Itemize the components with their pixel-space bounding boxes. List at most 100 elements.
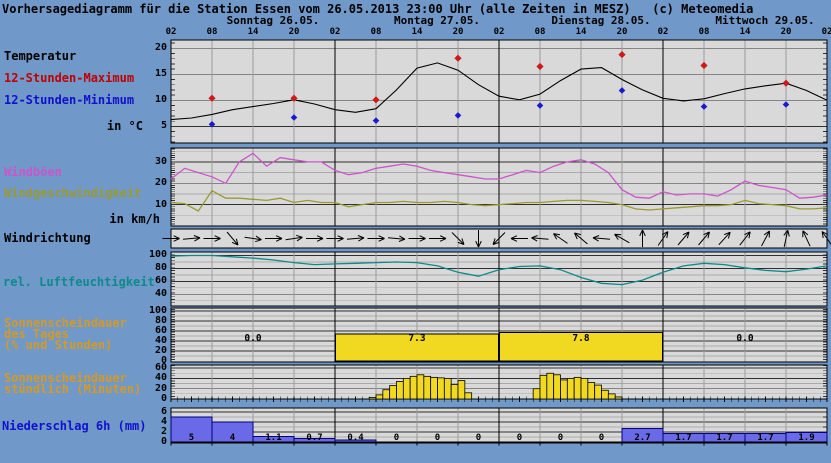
min-temp-point (454, 112, 462, 119)
wind-series (170, 152, 828, 212)
precip-value: 0 (476, 433, 481, 443)
precip-value: 2.7 (634, 433, 650, 443)
wind-arrow (718, 231, 731, 246)
label-12h-minimum: 12-Stunden-Minimum (4, 93, 135, 107)
wind-arrow (265, 235, 283, 242)
wind-arrow (182, 235, 201, 242)
precip-value: 0 (599, 433, 604, 443)
hour-label: 14 (575, 27, 587, 37)
wind-panel (170, 147, 828, 227)
wind-arrow (614, 233, 630, 244)
axis-tick-label: 4 (160, 416, 167, 427)
hour-label: 02 (657, 27, 669, 37)
wind-arrow (553, 233, 568, 244)
hour-label: 20 (780, 27, 792, 37)
wind-arrow (203, 235, 221, 242)
wind-arrow (761, 230, 770, 247)
max-temp-point (536, 62, 544, 71)
axis-tick-label: 2 (160, 426, 167, 437)
hour-label: 02 (165, 27, 177, 37)
day-label: Sonntag 26.05. (226, 14, 320, 27)
label-wind-gusts: Windböen (4, 165, 62, 179)
hour-label: 20 (452, 27, 464, 37)
wind-arrow (244, 235, 262, 243)
wind-arrow (285, 234, 303, 242)
wind-arrow (429, 235, 447, 242)
hour-label: 02 (821, 27, 831, 37)
precipitation-bars: 5 4 1.1 0.7 0.4 0 0 0 0 0 0 2.7 1.7 1.7 1.7 1.9 (170, 416, 828, 446)
precip-value: 4 (230, 433, 236, 443)
sunshine-daily-value: 7.8 (572, 333, 589, 344)
label-temp-unit: in °C (106, 119, 143, 133)
axis-tick-label: 0 (160, 393, 167, 404)
sunshine-daily-bars: 0.0 7.3 7.8 0.0 (244, 332, 754, 362)
hour-label: 20 (288, 27, 300, 37)
max-temp-point (208, 94, 216, 102)
hour-label: 14 (739, 27, 751, 37)
min-temp-point (782, 101, 790, 108)
axis-tick-label: 10 (154, 94, 167, 105)
axis-tick-label: 40 (154, 372, 167, 383)
hour-label: 08 (698, 27, 710, 37)
axis-tick-label: 10 (154, 199, 167, 210)
label-wind-unit: in km/h (109, 212, 160, 226)
wind-arrow (326, 235, 344, 242)
precip-value: 1.7 (716, 433, 732, 443)
axis-tick-label: 40 (154, 288, 167, 299)
max-temp-point (290, 94, 298, 102)
label-sunshine-daily-3: (% und Stunden) (4, 338, 113, 352)
precip-value: 0 (435, 433, 440, 443)
axis-tick-label: 20 (154, 345, 167, 356)
label-sunshine-hourly-1: Sonnenscheindauer (4, 371, 127, 385)
precip-value: 1.7 (675, 433, 691, 443)
wind-arrow (698, 231, 710, 246)
max-temp-point (782, 79, 790, 87)
label-sunshine-daily-2: des Tages (4, 327, 70, 341)
axis-tick-label: 40 (154, 335, 167, 346)
label-wind-direction: Windrichtung (4, 231, 91, 245)
wind-direction-arrows (162, 229, 831, 248)
wind-arrow (367, 235, 385, 242)
min-temp-point (700, 103, 708, 110)
wind-arrow (677, 231, 690, 246)
axis-tick-label: 80 (154, 262, 167, 273)
precip-value: 0 (517, 433, 522, 443)
axis-tick-label: 100 (148, 305, 167, 316)
axis-tick-label: 100 (148, 249, 167, 260)
sunshine-daily-value: 0.0 (244, 333, 261, 344)
wind-arrow (226, 231, 239, 246)
axis-tick-label: 0 (160, 436, 167, 447)
temperature-series (170, 50, 828, 128)
sunshine-hourly-bars (170, 372, 828, 402)
wind-arrow (657, 231, 669, 246)
precip-value: 5 (189, 433, 194, 443)
axis-tick-label: 60 (154, 325, 167, 336)
precip-value: 0 (558, 433, 563, 443)
wind-arrow (162, 235, 180, 242)
label-12h-maximum: 12-Stunden-Maximum (4, 71, 135, 85)
hour-label: 14 (247, 27, 259, 37)
axis-tick-label: 30 (154, 156, 167, 167)
wind-arrow (492, 232, 506, 245)
label-sunshine-hourly-2: stündlich (Minuten) (4, 382, 142, 396)
axis-tick-label: 20 (154, 177, 167, 188)
label-wind-speed: Windgeschwindigkeit (4, 186, 142, 200)
axis-tick-label: 60 (154, 362, 167, 373)
label-humidity: rel. Luftfeuchtigkeit (3, 275, 155, 289)
humidity-series (170, 254, 828, 286)
hour-label: 02 (493, 27, 505, 37)
axis-tick-label: 6 (160, 406, 167, 417)
hour-label: 08 (206, 27, 218, 37)
wind-arrow (510, 235, 528, 242)
min-temp-point (618, 87, 626, 94)
label-sunshine-daily-1: Sonnenscheindauer (4, 316, 127, 330)
axis-tick-label: 0 (160, 355, 167, 366)
wind-arrow (574, 232, 588, 245)
max-temp-point (454, 54, 462, 62)
precip-value: 1.7 (757, 433, 773, 443)
min-temp-point (536, 102, 544, 109)
axis-tick-label: 60 (154, 275, 167, 286)
axis-tick-label: 80 (154, 315, 167, 326)
